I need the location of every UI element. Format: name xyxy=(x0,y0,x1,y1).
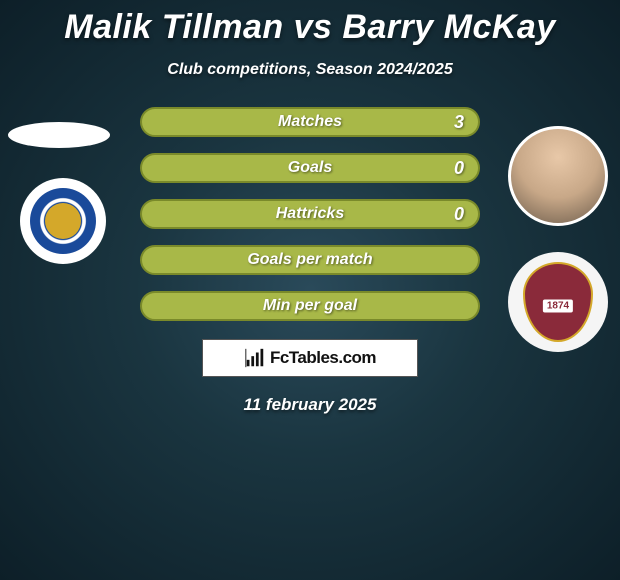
stat-value: 0 xyxy=(454,158,464,179)
stat-label: Goals per match xyxy=(247,251,372,269)
stat-row-min-per-goal: Min per goal xyxy=(140,291,480,321)
subtitle: Club competitions, Season 2024/2025 xyxy=(0,61,620,79)
stat-row-goals: Goals 0 xyxy=(140,153,480,183)
stat-row-hattricks: Hattricks 0 xyxy=(140,199,480,229)
bar-chart-icon xyxy=(244,347,266,369)
date-text: 11 february 2025 xyxy=(0,395,620,415)
hearts-crest-icon xyxy=(523,262,593,342)
club-badge-left xyxy=(20,178,106,264)
club-badge-right xyxy=(508,252,608,352)
stat-row-matches: Matches 3 xyxy=(140,107,480,137)
watermark: FcTables.com xyxy=(202,339,418,377)
stat-value: 3 xyxy=(454,112,464,133)
page-title: Malik Tillman vs Barry McKay xyxy=(0,0,620,47)
rangers-crest-icon xyxy=(30,188,96,254)
player-right-avatar xyxy=(508,126,608,226)
stat-label: Min per goal xyxy=(263,297,357,315)
stat-label: Matches xyxy=(278,113,342,131)
stat-value: 0 xyxy=(454,204,464,225)
player-left-avatar xyxy=(8,122,110,148)
stat-label: Goals xyxy=(288,159,332,177)
stat-row-goals-per-match: Goals per match xyxy=(140,245,480,275)
stat-label: Hattricks xyxy=(276,205,344,223)
watermark-text: FcTables.com xyxy=(270,348,376,368)
